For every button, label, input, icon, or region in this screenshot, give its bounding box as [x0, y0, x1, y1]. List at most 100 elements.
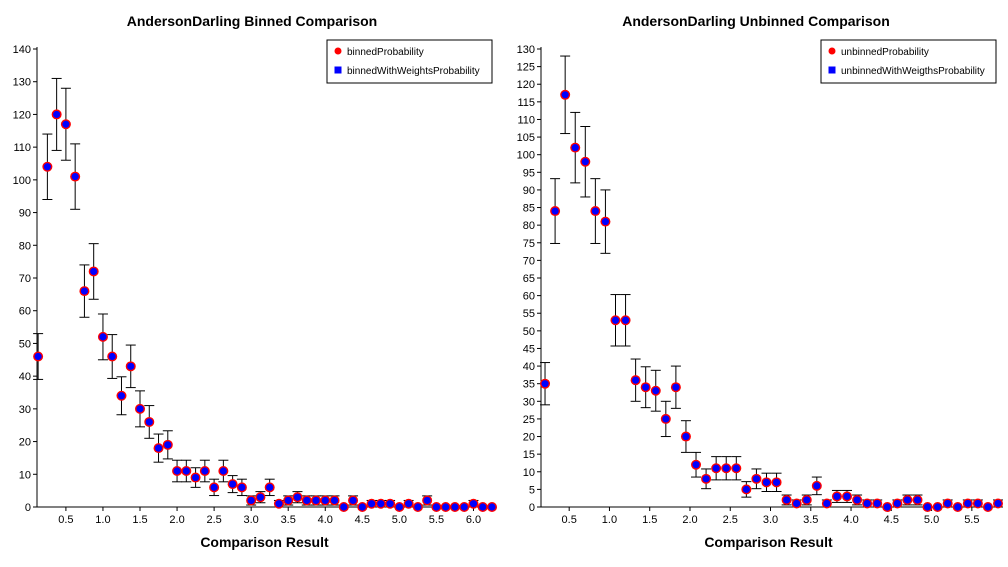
data-point-series-2 [702, 475, 710, 483]
data-point-series-2 [913, 496, 922, 504]
data-point-series-2 [752, 475, 761, 483]
data-point-series-2 [823, 499, 831, 508]
x-tick-label: 5.0 [924, 514, 939, 526]
y-tick-label: 35 [523, 379, 535, 391]
y-tick-label: 60 [19, 306, 31, 318]
data-point-series-2 [321, 496, 329, 505]
data-point-series-2 [293, 493, 302, 501]
data-point-series-2 [340, 503, 348, 511]
data-point-series-2 [984, 503, 992, 511]
data-point-series-2 [652, 387, 660, 395]
y-tick-label: 140 [13, 44, 31, 56]
x-tick-label: 5.5 [429, 514, 444, 526]
data-point-series-2 [551, 207, 559, 215]
y-tick-label: 50 [523, 326, 535, 338]
data-point-series-2 [229, 480, 237, 488]
y-tick-label: 55 [523, 308, 535, 320]
y-tick-label: 0 [529, 502, 535, 514]
data-point-series-2 [488, 503, 496, 511]
legend-marker-series-2 [334, 66, 342, 74]
x-tick-label: 1.5 [642, 514, 657, 526]
data-point-series-2 [621, 316, 630, 324]
data-point-series-2 [964, 499, 972, 508]
data-point-series-2 [43, 163, 51, 171]
data-point-series-2 [843, 492, 851, 501]
data-point-series-2 [813, 482, 821, 490]
data-point-series-2 [136, 405, 144, 413]
data-point-series-2 [367, 500, 376, 508]
y-tick-label: 120 [13, 109, 31, 121]
data-point-series-2 [581, 158, 589, 166]
data-point-series-2 [974, 499, 982, 508]
y-tick-label: 100 [13, 175, 31, 187]
y-tick-label: 110 [13, 142, 31, 154]
y-tick-label: 40 [19, 371, 31, 383]
x-tick-label: 3.0 [244, 514, 259, 526]
x-tick-label: 1.0 [95, 514, 110, 526]
y-tick-label: 30 [19, 404, 31, 416]
y-tick-label: 85 [523, 203, 535, 215]
data-point-series-2 [256, 493, 265, 501]
data-point-series-2 [954, 503, 962, 511]
data-point-series-2 [219, 467, 227, 475]
data-point-series-2 [442, 503, 450, 511]
x-tick-label: 2.5 [206, 514, 221, 526]
legend-box [326, 39, 493, 84]
unbinned-comparison-chart: AndersonDarling Unbinned Comparison 0 5 10 1… [517, 13, 1004, 550]
data-point-series-2 [722, 464, 730, 472]
x-tick-label: 5.5 [964, 514, 979, 526]
y-tick-label: 125 [517, 62, 535, 74]
y-tick-label: 25 [523, 414, 535, 426]
data-point-series-2 [632, 376, 640, 384]
data-point-series-2 [571, 144, 579, 152]
y-tick-label: 120 [517, 79, 535, 91]
data-point-series-2 [395, 503, 403, 511]
data-point-series-2 [405, 500, 413, 508]
data-point-series-2 [732, 464, 740, 472]
binned-comparison-chart: AndersonDarling Binned Comparison 0 10 20 30… [13, 13, 497, 550]
data-point-series-2 [154, 444, 163, 452]
data-point-series-2 [994, 499, 1002, 508]
data-point-series-2 [873, 499, 881, 508]
data-point-series-2 [692, 461, 700, 469]
y-tick-label: 115 [517, 97, 535, 109]
legend-box [820, 39, 997, 84]
data-point-series-2 [541, 380, 549, 388]
data-point-series-2 [793, 499, 801, 508]
data-point-series-2 [423, 496, 431, 505]
data-point-series-2 [432, 503, 441, 511]
data-point-series-2 [903, 496, 912, 504]
y-tick-label: 70 [19, 273, 31, 285]
data-point-series-2 [303, 496, 311, 505]
data-point-series-2 [803, 496, 811, 504]
data-point-series-2 [108, 352, 116, 361]
data-point-series-2 [833, 492, 841, 501]
x-tick-label: 1.0 [602, 514, 617, 526]
data-point-series-2 [642, 383, 650, 391]
x-axis-label: Comparison Result [200, 534, 329, 550]
data-point-series-2 [762, 478, 771, 486]
x-axis-label: Comparison Result [704, 534, 833, 550]
x-tick-label: 2.0 [682, 514, 697, 526]
data-point-series-2 [377, 500, 385, 508]
x-tick-label: 6.0 [466, 514, 481, 526]
data-point-series-2 [662, 415, 670, 423]
data-point-series-2 [863, 499, 871, 508]
data-point-series-2 [90, 267, 98, 276]
data-point-series-2 [944, 499, 952, 508]
x-tick-label: 5.0 [392, 514, 407, 526]
data-point-series-2 [460, 503, 468, 511]
chart-title: AndersonDarling Unbinned Comparison [622, 13, 890, 29]
x-tick-label: 0.5 [562, 514, 577, 526]
data-point-series-2 [127, 362, 135, 370]
data-point-series-2 [182, 467, 190, 475]
legend-marker-series-1 [334, 47, 342, 55]
data-point-series-2 [330, 496, 339, 505]
y-tick-label: 80 [19, 240, 31, 252]
y-tick-label: 100 [517, 150, 535, 162]
x-tick-label: 2.5 [723, 514, 738, 526]
x-tick-label: 3.5 [281, 514, 296, 526]
legend-marker-series-1 [828, 47, 836, 55]
data-point-series-2 [883, 503, 891, 511]
